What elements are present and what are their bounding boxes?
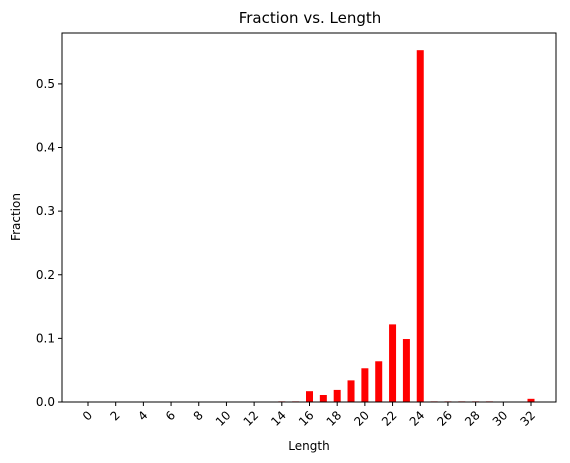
bar-23 [402,339,410,402]
x-tick-label-10: 10 [213,408,234,429]
bar-21 [375,361,383,402]
x-tick-label-0: 0 [80,408,95,423]
x-tick-label-24: 24 [407,408,428,429]
x-tick-label-16: 16 [296,408,317,429]
x-tick-label-8: 8 [191,408,206,423]
x-tick-label-14: 14 [268,408,289,429]
bar-16 [306,391,313,402]
y-axis-label: Fraction [9,193,23,241]
bar-18 [333,389,341,402]
y-tick-label-0.2: 0.2 [36,268,55,282]
y-tick-label-0.4: 0.4 [36,141,55,155]
x-tick-label-18: 18 [324,408,345,429]
x-tick-label-6: 6 [163,408,178,423]
bar-32 [527,398,535,402]
bar-17 [319,395,327,402]
x-tick-label-20: 20 [351,408,372,429]
x-tick-label-28: 28 [462,408,483,429]
y-tick-label-0.1: 0.1 [36,331,55,345]
y-axis: 0.0 0.1 0.2 0.3 0.4 0.5 [36,77,62,409]
axes-frame [61,32,557,403]
x-tick-label-2: 2 [108,408,123,423]
x-tick-label-22: 22 [379,408,400,429]
x-axis-label: Length [288,439,329,453]
bar-19 [347,380,355,402]
y-tick-label-0.3: 0.3 [36,204,55,218]
x-tick-label-12: 12 [241,408,262,429]
plot-area [278,50,535,403]
chart-title: Fraction vs. Length [239,9,382,27]
bar-22 [389,324,397,402]
bar-24 [416,50,424,403]
x-axis: 0 2 4 6 8 10 12 14 16 18 20 22 24 26 28 30 32 [80,402,538,429]
x-tick-label-30: 30 [490,408,511,429]
bar-20 [361,368,369,402]
x-tick-label-4: 4 [135,408,150,423]
x-tick-label-26: 26 [434,408,455,429]
y-tick-label-0.0: 0.0 [36,395,55,409]
y-tick-label-0.5: 0.5 [36,77,55,91]
x-tick-label-32: 32 [517,408,538,429]
